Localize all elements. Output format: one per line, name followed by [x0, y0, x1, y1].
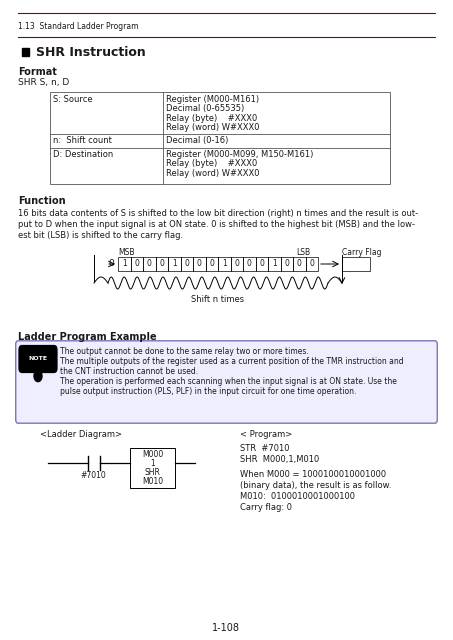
Text: Carry Flag: Carry Flag [342, 248, 381, 257]
Text: 0: 0 [159, 259, 164, 268]
Text: S: Source: S: Source [53, 95, 92, 104]
Text: MSB: MSB [118, 248, 135, 257]
Text: 0: 0 [259, 259, 264, 268]
Bar [168, 257, 180, 271]
FancyBboxPatch shape [19, 345, 58, 373]
Bar [193, 257, 206, 271]
Bar [231, 257, 243, 271]
Text: NOTE: NOTE [29, 355, 48, 360]
Bar [50, 92, 390, 184]
Text: SHR  M000,1,M010: SHR M000,1,M010 [240, 455, 319, 464]
Text: 0: 0 [147, 259, 152, 268]
Text: Relay (word) W#XXX0: Relay (word) W#XXX0 [166, 169, 260, 178]
Text: (binary data), the result is as follow.: (binary data), the result is as follow. [240, 481, 391, 490]
Text: Relay (byte)    #XXX0: Relay (byte) #XXX0 [166, 159, 257, 168]
Bar [130, 448, 175, 488]
Bar [255, 257, 268, 271]
Text: Ladder Program Example: Ladder Program Example [18, 332, 157, 342]
Text: Format: Format [18, 67, 57, 77]
Circle shape [34, 371, 42, 381]
Text: #7010: #7010 [80, 471, 106, 480]
Text: 1.13  Standard Ladder Program: 1.13 Standard Ladder Program [18, 22, 139, 31]
Text: 0: 0 [297, 259, 302, 268]
Text: 1: 1 [150, 459, 155, 468]
Bar [143, 257, 155, 271]
Bar [342, 257, 370, 271]
Text: SHR Instruction: SHR Instruction [36, 46, 146, 59]
Text: 0: 0 [134, 259, 139, 268]
Text: <Ladder Diagram>: <Ladder Diagram> [40, 430, 122, 439]
Text: Function: Function [18, 196, 66, 206]
Text: Relay (word) W#XXX0: Relay (word) W#XXX0 [166, 124, 260, 132]
Bar [293, 257, 305, 271]
Text: 0: 0 [108, 259, 114, 268]
Text: 0: 0 [284, 259, 289, 268]
FancyBboxPatch shape [16, 340, 437, 423]
Text: 0: 0 [247, 259, 252, 268]
Text: LSB: LSB [296, 248, 310, 257]
Text: 16 bits data contents of S is shifted to the low bit direction (right) n times a: 16 bits data contents of S is shifted to… [18, 209, 418, 218]
Text: D: Destination: D: Destination [53, 150, 113, 159]
Text: 0: 0 [309, 259, 314, 268]
Text: 0: 0 [184, 259, 189, 268]
Text: 0: 0 [234, 259, 239, 268]
Text: n:  Shift count: n: Shift count [53, 136, 112, 145]
Bar [268, 257, 280, 271]
Text: 1: 1 [272, 259, 277, 268]
Text: Carry flag: 0: Carry flag: 0 [240, 503, 292, 512]
Text: est bit (LSB) is shifted to the carry flag.: est bit (LSB) is shifted to the carry fl… [18, 231, 183, 240]
Text: 1: 1 [222, 259, 226, 268]
Text: SHR S, n, D: SHR S, n, D [18, 78, 69, 87]
Text: 1: 1 [172, 259, 177, 268]
Text: M000: M000 [142, 450, 163, 459]
Text: Register (M000-M099, M150-M161): Register (M000-M099, M150-M161) [166, 150, 313, 159]
Text: 1-108: 1-108 [212, 623, 240, 633]
Text: Relay (byte)    #XXX0: Relay (byte) #XXX0 [166, 114, 257, 123]
Bar [218, 257, 231, 271]
Text: The multiple outputs of the register used as a current position of the TMR instr: The multiple outputs of the register use… [60, 357, 404, 366]
Text: When M000 = 1000100010001000: When M000 = 1000100010001000 [240, 470, 386, 479]
Text: 0: 0 [209, 259, 214, 268]
Bar [130, 257, 143, 271]
Text: put to D when the input signal is at ON state. 0 is shifted to the highest bit (: put to D when the input signal is at ON … [18, 220, 415, 229]
Text: SHR: SHR [145, 468, 160, 477]
Text: Register (M000-M161): Register (M000-M161) [166, 95, 259, 104]
Bar [243, 257, 255, 271]
Bar [22, 48, 29, 56]
Text: Decimal (0-16): Decimal (0-16) [166, 136, 228, 145]
Text: the CNT instruction cannot be used.: the CNT instruction cannot be used. [60, 367, 198, 376]
Text: Shift n times: Shift n times [192, 295, 245, 304]
Bar [155, 257, 168, 271]
Text: STR  #7010: STR #7010 [240, 444, 289, 453]
Text: 1: 1 [122, 259, 127, 268]
Text: The output cannot be done to the same relay two or more times.: The output cannot be done to the same re… [60, 347, 309, 356]
Text: M010:  0100010001000100: M010: 0100010001000100 [240, 492, 355, 501]
Text: M010: M010 [142, 477, 163, 486]
Bar [280, 257, 293, 271]
Text: < Program>: < Program> [240, 430, 292, 439]
Bar [180, 257, 193, 271]
Text: Decimal (0-65535): Decimal (0-65535) [166, 104, 244, 113]
Text: pulse output instruction (PLS, PLF) in the input circuit for one time operation.: pulse output instruction (PLS, PLF) in t… [60, 387, 357, 396]
Text: The operation is performed each scanning when the input signal is at ON state. U: The operation is performed each scanning… [60, 377, 397, 386]
Bar [206, 257, 218, 271]
Text: 0: 0 [197, 259, 202, 268]
Bar [118, 257, 130, 271]
Bar [305, 257, 318, 271]
